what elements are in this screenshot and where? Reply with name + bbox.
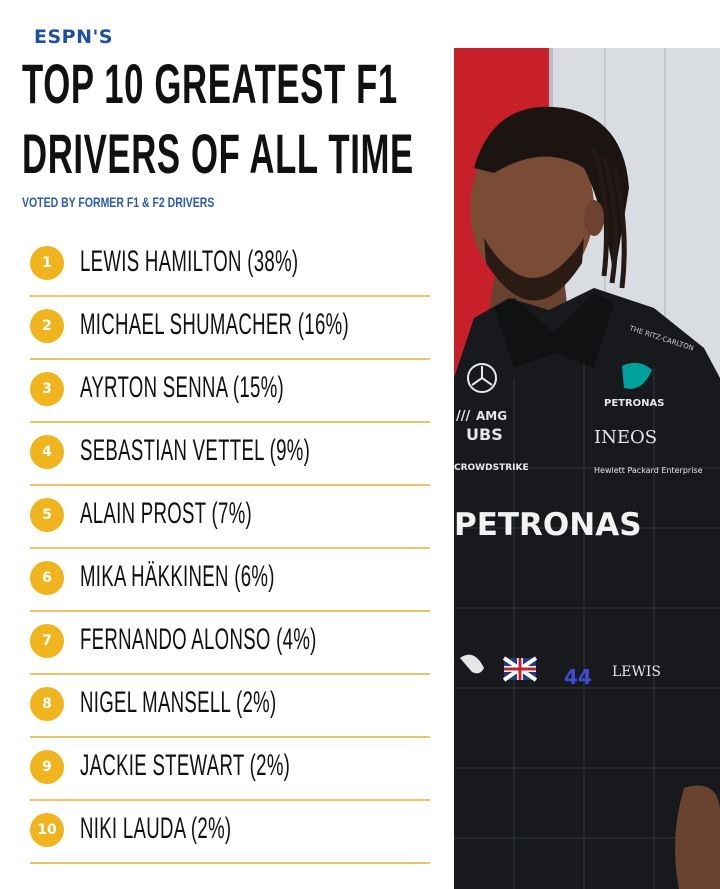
driver-name: NIGEL MANSELL (2%) (80, 686, 277, 719)
list-item: 6 MIKA HÄKKINEN (6%) (30, 549, 430, 612)
rank-badge: 8 (30, 687, 64, 721)
list-item: 1 LEWIS HAMILTON (38%) (30, 234, 430, 297)
subtitle: VOTED BY FORMER F1 & F2 DRIVERS (22, 194, 215, 210)
list-item: 9 JACKIE STEWART (2%) (30, 738, 430, 801)
driver-name: MIKA HÄKKINEN (6%) (80, 560, 275, 593)
driver-name: SEBASTIAN VETTEL (9%) (80, 434, 311, 467)
list-item: 7 FERNANDO ALONSO (4%) (30, 612, 430, 675)
list-item: 4 SEBASTIAN VETTEL (9%) (30, 423, 430, 486)
rankings-list: 1 LEWIS HAMILTON (38%) 2 MICHAEL SHUMACHER… (30, 234, 430, 864)
driver-name: AYRTON SENNA (15%) (80, 371, 285, 404)
svg-text:PETRONAS: PETRONAS (604, 398, 665, 409)
rank-badge: 4 (30, 435, 64, 469)
svg-text:UBS: UBS (466, 425, 503, 444)
driver-name: MICHAEL SHUMACHER (16%) (80, 308, 349, 341)
driver-photo: /// AMG PETRONAS UBS INEOS CROWDSTRIKE H… (454, 48, 720, 889)
driver-name: LEWIS HAMILTON (38%) (80, 245, 299, 278)
list-item: 3 AYRTON SENNA (15%) (30, 360, 430, 423)
svg-text:44: 44 (564, 665, 592, 689)
driver-name: JACKIE STEWART (2%) (80, 749, 291, 782)
svg-text:Hewlett Packard Enterprise: Hewlett Packard Enterprise (594, 466, 703, 475)
espn-brand: ESPN'S (34, 26, 113, 48)
rank-badge: 9 (30, 750, 64, 784)
title-line-2: DRIVERS OF ALL TIME (22, 122, 414, 185)
svg-text:LEWIS: LEWIS (612, 664, 661, 680)
svg-text:INEOS: INEOS (594, 427, 657, 448)
list-item: 8 NIGEL MANSELL (2%) (30, 675, 430, 738)
svg-text:///: /// (456, 409, 470, 424)
title-line-1: TOP 10 GREATEST F1 (22, 52, 398, 115)
svg-text:PETRONAS: PETRONAS (454, 507, 642, 543)
svg-text:AMG: AMG (476, 409, 507, 423)
rank-badge: 7 (30, 624, 64, 658)
rank-badge: 1 (30, 246, 64, 280)
list-item: 10 NIKI LAUDA (2%) (30, 801, 430, 864)
rank-badge: 6 (30, 561, 64, 595)
list-item: 2 MICHAEL SHUMACHER (16%) (30, 297, 430, 360)
rank-badge: 5 (30, 498, 64, 532)
driver-name: ALAIN PROST (7%) (80, 497, 253, 530)
driver-name: FERNANDO ALONSO (4%) (80, 623, 317, 656)
driver-name: NIKI LAUDA (2%) (80, 812, 232, 845)
list-item: 5 ALAIN PROST (7%) (30, 486, 430, 549)
rank-badge: 2 (30, 309, 64, 343)
svg-text:CROWDSTRIKE: CROWDSTRIKE (454, 463, 529, 473)
rank-badge: 3 (30, 372, 64, 406)
rank-badge: 10 (30, 813, 64, 847)
